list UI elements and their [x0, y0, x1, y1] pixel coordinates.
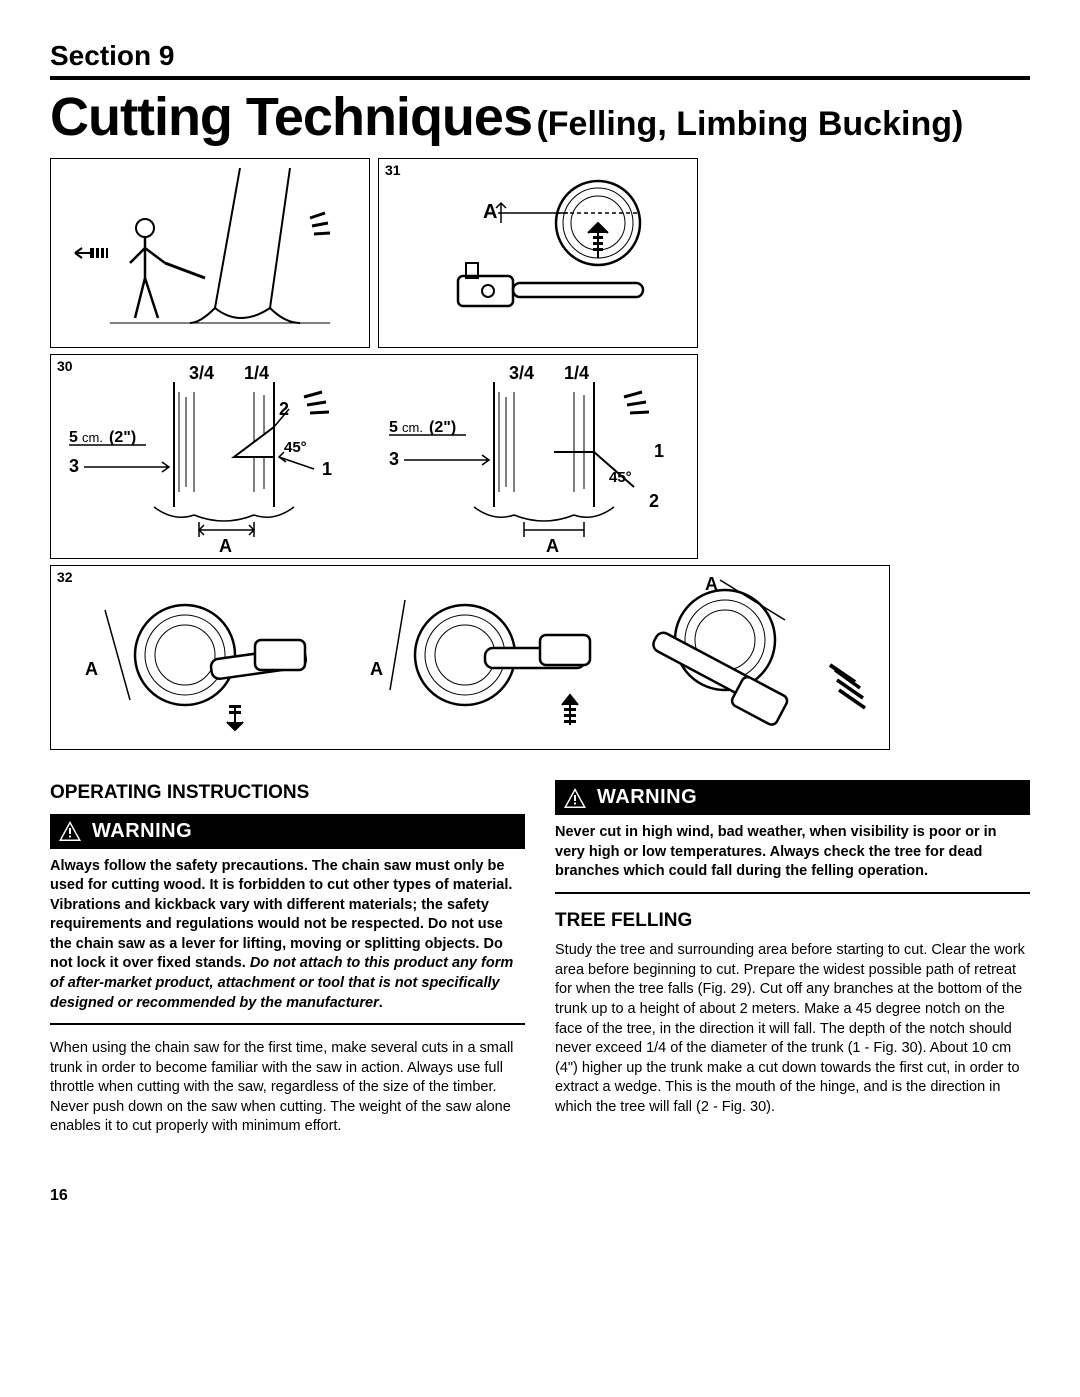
title-main: Cutting Techniques [50, 87, 532, 147]
svg-text:cm.: cm. [82, 430, 103, 445]
svg-text:A: A [370, 659, 383, 679]
figure-number: 32 [57, 569, 73, 585]
svg-text:(2"): (2") [429, 419, 456, 436]
felling-notch-diagram: 3/4 1/4 45° 5 cm. (2") 3 1 2 [54, 357, 694, 557]
figure-row-3: 32 A [50, 565, 1030, 750]
svg-text:1: 1 [322, 459, 332, 479]
figure-number: 31 [385, 162, 401, 178]
warning-text-tail: . [379, 995, 383, 1011]
svg-text:45°: 45° [609, 469, 632, 486]
svg-text:2: 2 [649, 491, 659, 511]
tree-felling-heading: TREE FELLING [555, 908, 1030, 934]
svg-text:1/4: 1/4 [244, 363, 269, 383]
svg-text:3/4: 3/4 [189, 363, 214, 383]
svg-text:(2"): (2") [109, 429, 136, 446]
figures-area: 31 A 30 [50, 158, 1030, 750]
chainsaw-log-diagram: A [388, 168, 688, 338]
svg-text:3/4: 3/4 [509, 363, 534, 383]
body-paragraph: Study the tree and surrounding area befo… [555, 941, 1030, 1117]
figure-number: 30 [57, 358, 73, 374]
warning-bar: WARNING [555, 780, 1030, 815]
warning-bar: WARNING [50, 814, 525, 849]
warning-paragraph: Always follow the safety precautions. Th… [50, 857, 525, 1014]
rule [50, 1023, 525, 1025]
label-a: A [483, 201, 497, 223]
svg-text:A: A [705, 574, 718, 594]
page-number: 16 [50, 1187, 1030, 1205]
svg-text:A: A [219, 536, 232, 556]
svg-text:3: 3 [389, 449, 399, 469]
svg-text:A: A [85, 659, 98, 679]
left-column: OPERATING INSTRUCTIONS WARNING Always fo… [50, 780, 525, 1137]
figure-29 [50, 158, 370, 348]
figure-row-2: 30 3/4 1/4 45° 5 cm. (2") 3 1 [50, 354, 1030, 559]
bucking-diagram: A A [55, 570, 885, 745]
divider [50, 76, 1030, 80]
warning-paragraph: Never cut in high wind, bad weather, whe… [555, 823, 1030, 882]
operating-instructions-heading: OPERATING INSTRUCTIONS [50, 780, 525, 806]
figure-32: 32 A [50, 565, 890, 750]
warning-triangle-icon [58, 820, 82, 842]
svg-text:5: 5 [69, 429, 78, 446]
figure-31: 31 A [378, 158, 698, 348]
warning-label: WARNING [92, 818, 192, 845]
svg-text:A: A [546, 536, 559, 556]
svg-text:cm.: cm. [402, 420, 423, 435]
right-column: WARNING Never cut in high wind, bad weat… [555, 780, 1030, 1137]
title-sub: (Felling, Limbing Bucking) [536, 105, 963, 143]
svg-text:1/4: 1/4 [564, 363, 589, 383]
text-columns: OPERATING INSTRUCTIONS WARNING Always fo… [50, 780, 1030, 1137]
svg-text:1: 1 [654, 441, 664, 461]
svg-text:45°: 45° [284, 439, 307, 456]
figure-row-1: 31 A [50, 158, 1030, 348]
figure-30: 30 3/4 1/4 45° 5 cm. (2") 3 1 [50, 354, 698, 559]
svg-text:3: 3 [69, 456, 79, 476]
body-paragraph: When using the chain saw for the first t… [50, 1039, 525, 1137]
section-header: Section 9 [50, 40, 1030, 72]
warning-label: WARNING [597, 784, 697, 811]
svg-text:5: 5 [389, 419, 398, 436]
felling-person-diagram [60, 168, 360, 338]
rule [555, 892, 1030, 894]
page-title: Cutting Techniques (Felling, Limbing Buc… [50, 90, 1030, 144]
warning-triangle-icon [563, 787, 587, 809]
